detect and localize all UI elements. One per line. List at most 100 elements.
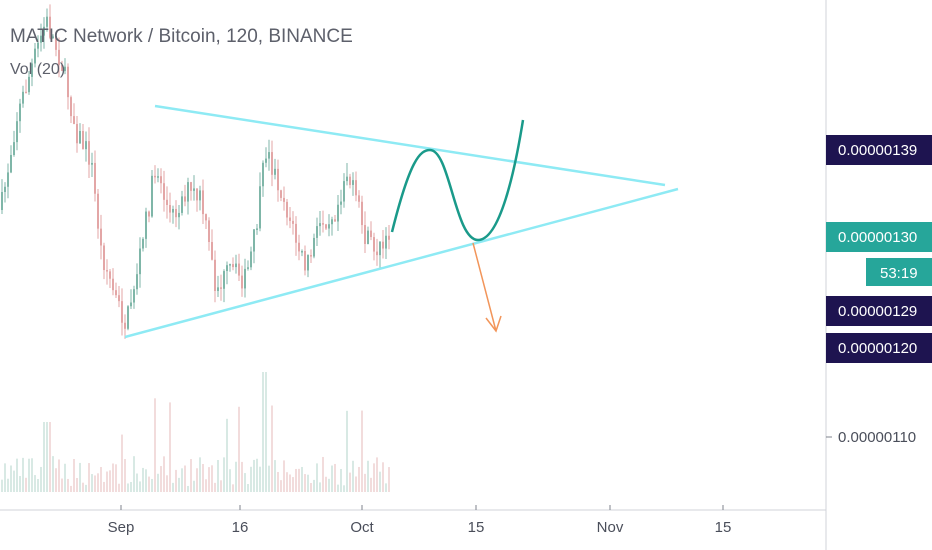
volume-bar — [145, 469, 147, 492]
volume-bar — [343, 485, 345, 492]
volume-bar — [31, 458, 33, 492]
candle-body — [154, 175, 156, 178]
candle-body — [274, 168, 276, 175]
candle-body — [349, 176, 351, 185]
volume-bar — [157, 473, 159, 492]
volume-bar — [265, 372, 267, 492]
price-tag — [826, 296, 932, 326]
volume-bar — [241, 461, 243, 492]
candle-body — [181, 196, 183, 213]
candle-body — [73, 116, 75, 124]
volume-bar — [187, 485, 189, 492]
candle-body — [7, 172, 9, 187]
candle-body — [76, 123, 78, 144]
candle-body — [358, 195, 360, 202]
volume-bar — [286, 472, 288, 492]
candle-body — [253, 229, 255, 252]
candle-body — [169, 205, 171, 213]
volume-bar — [349, 472, 351, 492]
price-tag-label: 0.00000130 — [838, 229, 917, 246]
breakdown-arrow-shaft[interactable] — [472, 242, 497, 332]
price-axis[interactable]: 0.000001500.000001400.00000110 — [826, 0, 917, 446]
volume-bar — [346, 410, 348, 492]
candle-body — [49, 16, 51, 38]
price-tag — [826, 222, 932, 252]
candle-body — [277, 168, 279, 191]
candle-body — [301, 251, 303, 253]
volume-bar — [310, 483, 312, 492]
volume-bar — [148, 476, 150, 492]
volume-bar — [64, 463, 66, 492]
candle-body — [184, 196, 186, 202]
volume-bar — [217, 460, 219, 492]
candle-body — [220, 287, 222, 289]
volume-bar — [355, 476, 357, 492]
volume-bar — [238, 406, 240, 492]
candle-body — [373, 237, 375, 252]
volume-bar — [4, 463, 6, 492]
candle-body — [364, 225, 366, 244]
volume-layer — [1, 372, 390, 492]
volume-bar — [136, 473, 138, 492]
volume-bar — [256, 458, 258, 492]
candle-body — [307, 255, 309, 271]
candle-body — [187, 182, 189, 202]
volume-bar — [139, 481, 141, 492]
time-axis[interactable]: Sep 16 Oct 15 Nov 15 — [108, 505, 732, 536]
volume-bar — [328, 478, 330, 492]
price-tag — [826, 135, 932, 165]
candle-body — [31, 63, 33, 77]
volume-bar — [376, 457, 378, 492]
candle-body — [295, 223, 297, 243]
candle-body — [382, 241, 384, 249]
volume-bar — [28, 458, 30, 492]
volume-bar — [361, 410, 363, 492]
triangle-lower-trendline[interactable] — [124, 187, 679, 339]
volume-bar — [73, 458, 75, 492]
candle-body — [343, 181, 345, 202]
candle-body — [298, 242, 300, 252]
drawings-layer — [124, 104, 679, 339]
candle-body — [136, 274, 138, 290]
candle-body — [271, 152, 273, 175]
time-tick-label: 16 — [232, 519, 249, 536]
candle-body — [355, 180, 357, 196]
volume-bar — [235, 461, 237, 492]
breakdown-arrow-head[interactable] — [485, 315, 502, 333]
time-tick-label: 15 — [468, 519, 485, 536]
volume-bar — [154, 398, 156, 492]
candle-body — [316, 226, 318, 238]
volume-bar — [208, 467, 210, 492]
candle-body — [292, 220, 294, 224]
volume-bar — [319, 482, 321, 492]
volume-bar — [214, 482, 216, 492]
candle-body — [178, 212, 180, 218]
projection-curve[interactable] — [390, 119, 525, 242]
candle-body — [202, 190, 204, 215]
volume-bar — [199, 457, 201, 492]
candle-body — [190, 182, 192, 191]
price-tick-label: 0.00000110 — [838, 429, 916, 446]
volume-bar — [118, 483, 120, 492]
volume-bar — [385, 483, 387, 492]
volume-bar — [82, 482, 84, 492]
triangle-upper-trendline[interactable] — [154, 104, 666, 187]
volume-bar — [277, 471, 279, 492]
candle-body — [43, 26, 45, 36]
volume-bar — [70, 485, 72, 492]
candle-body — [235, 263, 237, 268]
countdown-tag — [866, 258, 932, 286]
volume-bar — [127, 483, 129, 492]
candle-body — [133, 289, 135, 303]
candle-body — [313, 237, 315, 257]
candle-body — [331, 219, 333, 225]
candle-body — [262, 162, 264, 187]
volume-bar — [115, 464, 117, 492]
volume-bar — [169, 402, 171, 492]
price-tags: 0.00000139 0.00000130 0.00000129 0.00000120… — [826, 135, 932, 363]
volume-bar — [133, 456, 135, 492]
candle-body — [94, 162, 96, 194]
candle-body — [61, 64, 63, 71]
volume-bar — [175, 469, 177, 492]
